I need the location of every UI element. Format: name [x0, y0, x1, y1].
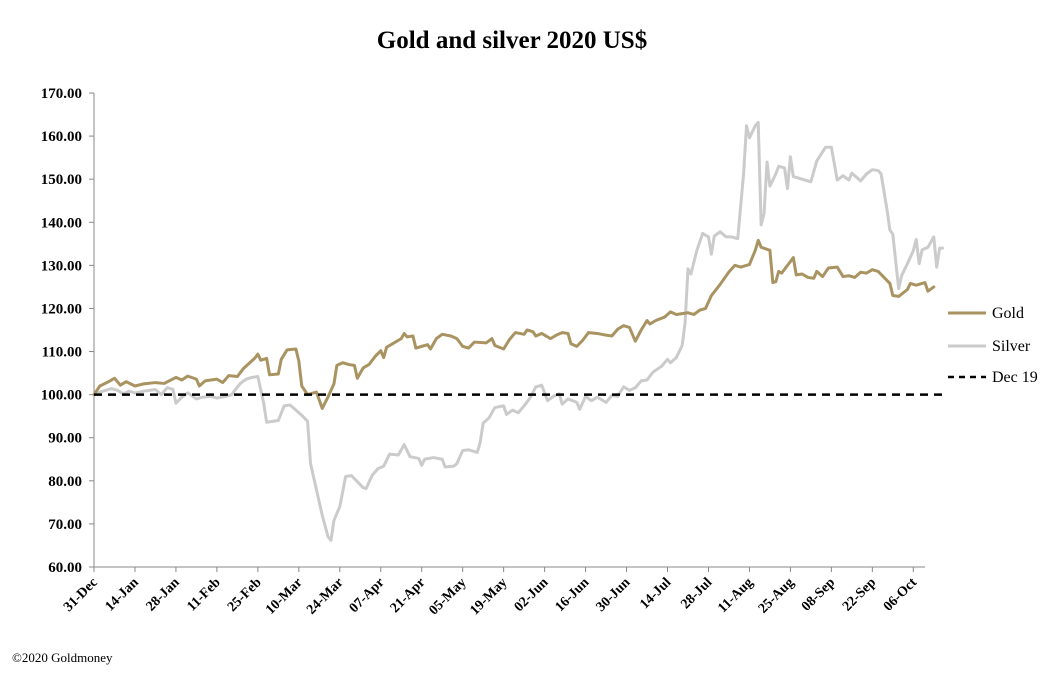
- y-tick-label: 80.00: [48, 474, 82, 490]
- y-tick-label: 120.00: [41, 301, 82, 317]
- y-tick-label: 160.00: [41, 129, 82, 145]
- chart-title: Gold and silver 2020 US$: [377, 27, 647, 54]
- x-tick-label: 14-Jul: [637, 575, 674, 612]
- x-tick-label: 02-Jun: [512, 575, 552, 615]
- x-tick-label: 22-Sep: [840, 575, 879, 614]
- y-tick-label: 110.00: [42, 345, 82, 361]
- y-tick-label: 60.00: [48, 560, 82, 576]
- legend-label-dec-19: Dec 19: [992, 369, 1038, 386]
- series-line-gold: [92, 238, 936, 410]
- x-tick-label: 25-Aug: [756, 575, 797, 616]
- x-tick-label: 25-Feb: [225, 575, 265, 615]
- x-tick-label: 28-Jul: [678, 575, 715, 612]
- legend-label-silver: Silver: [992, 338, 1031, 355]
- x-tick-label: 19-May: [467, 575, 510, 618]
- x-tick-label: 21-Apr: [388, 575, 429, 616]
- x-tick-label: 24-Mar: [304, 575, 346, 617]
- legend-label-gold: Gold: [992, 305, 1024, 322]
- copyright-text: ©2020 Goldmoney: [12, 650, 113, 665]
- y-tick-label: 150.00: [41, 172, 82, 188]
- x-tick-label: 31-Dec: [61, 575, 101, 615]
- series-line-silver: [92, 120, 945, 542]
- x-tick-label: 16-Jun: [553, 575, 593, 615]
- x-tick-label: 28-Jan: [144, 575, 183, 614]
- x-tick-label: 11-Feb: [185, 575, 224, 614]
- legend: Gold Silver Dec 19: [948, 305, 1038, 386]
- x-tick-label: 10-Mar: [263, 575, 305, 617]
- y-tick-label: 90.00: [48, 431, 82, 447]
- x-tick-label: 05-May: [426, 575, 469, 618]
- y-tick-label: 140.00: [41, 215, 82, 231]
- series-layer: [92, 120, 945, 542]
- x-tick-label: 30-Jun: [594, 575, 634, 615]
- y-tick-label: 130.00: [41, 258, 82, 274]
- y-tick-label: 70.00: [48, 517, 82, 533]
- x-tick-label: 14-Jan: [103, 575, 142, 614]
- x-tick-label: 08-Sep: [799, 575, 838, 614]
- x-tick-label: 11-Aug: [715, 575, 756, 616]
- x-tick-label: 07-Apr: [347, 575, 388, 616]
- y-tick-label: 170.00: [41, 86, 82, 102]
- x-tick-label: 06-Oct: [881, 575, 920, 614]
- y-tick-label: 100.00: [41, 388, 82, 404]
